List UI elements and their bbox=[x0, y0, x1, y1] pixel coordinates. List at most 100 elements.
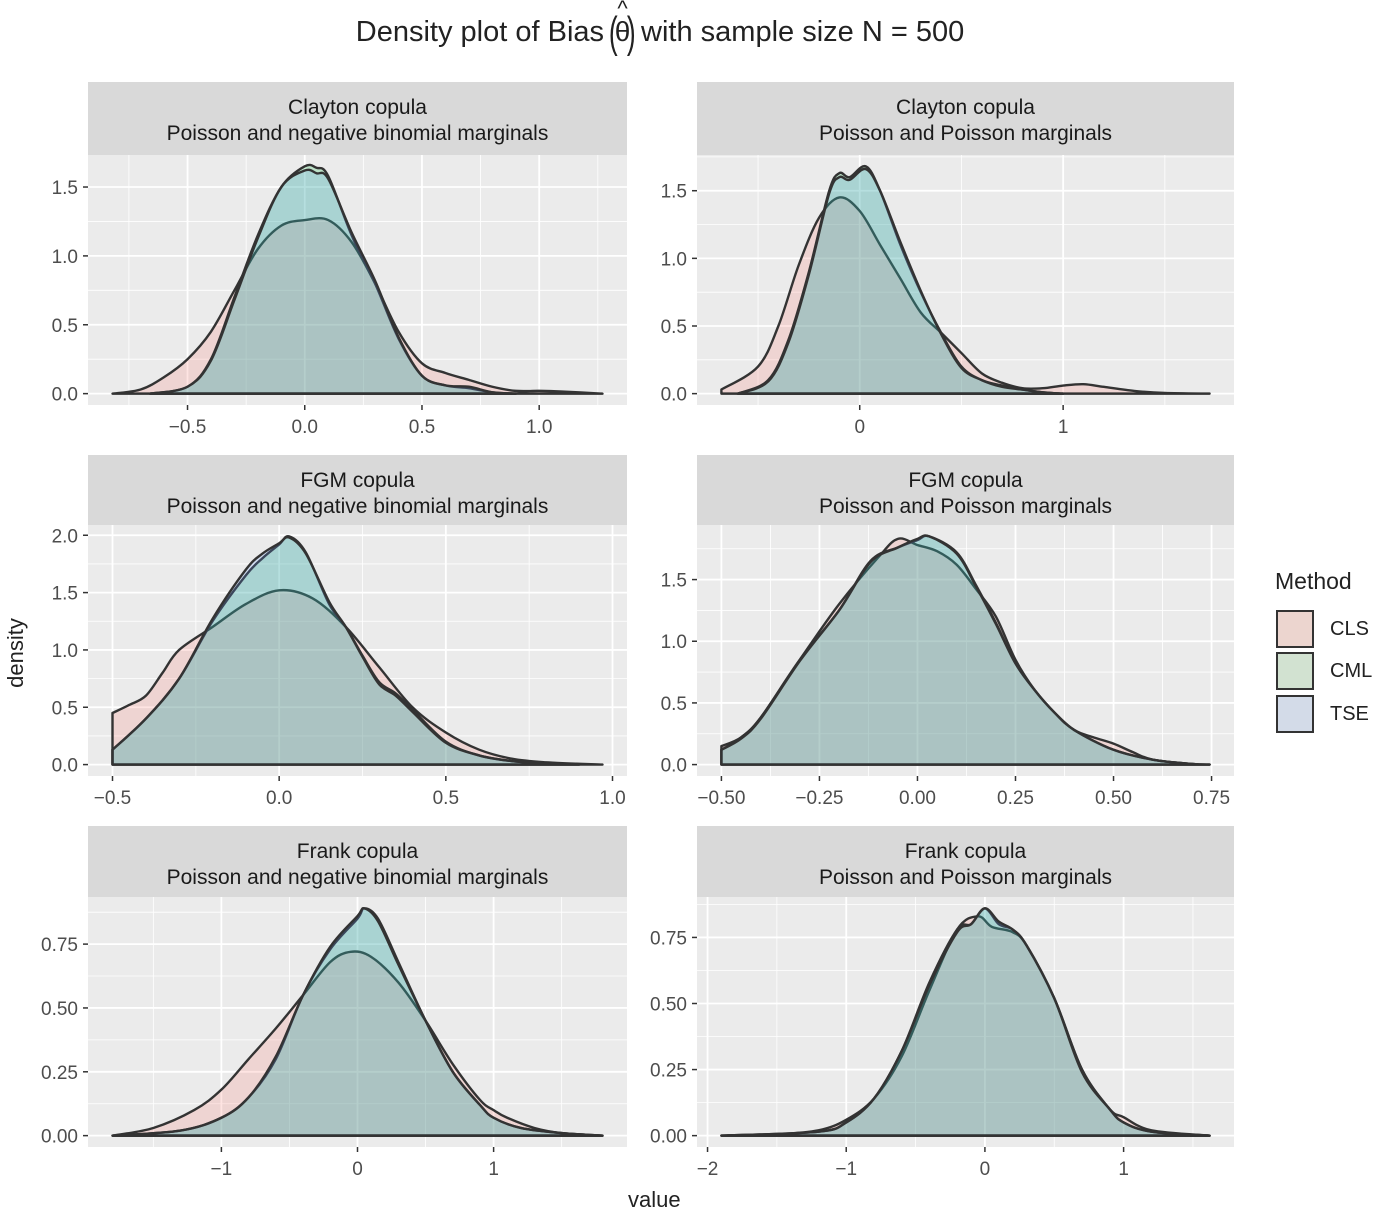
strip-label: Frank copula bbox=[905, 840, 1027, 863]
facet-strip bbox=[88, 455, 627, 525]
y-tick-label: 0.00 bbox=[41, 1127, 78, 1148]
y-tick-label: 0.75 bbox=[650, 928, 687, 949]
strip-label: Poisson and Poisson marginals bbox=[819, 866, 1112, 889]
title-suffix: with sample size N = 500 bbox=[641, 16, 965, 48]
legend-label-tse: TSE bbox=[1330, 703, 1369, 725]
panel-background bbox=[697, 897, 1234, 1147]
y-tick-label: 0.5 bbox=[661, 317, 687, 338]
strip-label: Poisson and negative binomial marginals bbox=[167, 866, 549, 889]
density-area-tse bbox=[148, 168, 517, 395]
y-tick-label: 0.25 bbox=[41, 1063, 78, 1084]
density-area-tse bbox=[720, 534, 1211, 766]
y-tick-label: 0.0 bbox=[661, 385, 687, 406]
x-tick-label: −2 bbox=[697, 1159, 719, 1180]
y-tick-label: 0.00 bbox=[650, 1127, 687, 1148]
strip-label: FGM copula bbox=[300, 469, 415, 492]
x-tick-label: −0.25 bbox=[795, 788, 843, 809]
x-tick-label: 0.0 bbox=[292, 417, 318, 438]
strip-label: Poisson and Poisson marginals bbox=[819, 495, 1112, 518]
legend-title: Method bbox=[1275, 568, 1352, 594]
y-tick-label: 0.5 bbox=[52, 316, 78, 337]
title-theta-hat: ^ θ bbox=[614, 0, 631, 48]
y-tick-label: 0.0 bbox=[52, 385, 78, 406]
title-hat: ^ bbox=[617, 0, 628, 21]
legend-item-tse: TSE bbox=[1276, 695, 1376, 735]
legend-key-tse bbox=[1276, 695, 1314, 733]
y-tick-label: 1.0 bbox=[52, 641, 78, 662]
strip-label: Clayton copula bbox=[288, 96, 427, 119]
y-tick-label: 0.50 bbox=[650, 995, 687, 1016]
legend-item-cml: CML bbox=[1276, 652, 1376, 692]
x-tick-label: 0.75 bbox=[1193, 788, 1230, 809]
density-area-tse bbox=[111, 536, 581, 766]
y-tick-label: 0.75 bbox=[41, 935, 78, 956]
x-tick-label: 0.25 bbox=[997, 788, 1034, 809]
y-tick-label: 0.50 bbox=[41, 999, 78, 1020]
facet-strip bbox=[697, 455, 1234, 525]
y-tick-label: 1.5 bbox=[661, 571, 687, 592]
y-tick-label: 0.5 bbox=[52, 698, 78, 719]
y-tick-label: 1.0 bbox=[661, 249, 687, 270]
x-tick-label: 0.0 bbox=[266, 788, 292, 809]
density-area-cls bbox=[111, 217, 604, 395]
x-tick-label: −0.5 bbox=[94, 788, 132, 809]
facet-strip bbox=[697, 826, 1234, 897]
strip-label: Poisson and negative binomial marginals bbox=[167, 495, 549, 518]
density-area-cls bbox=[720, 196, 1211, 395]
strip-label: Frank copula bbox=[297, 840, 419, 863]
x-tick-label: 1 bbox=[1118, 1159, 1129, 1180]
title-paren-open: ( bbox=[609, 8, 618, 57]
x-tick-label: 1 bbox=[488, 1159, 499, 1180]
legend-label-cml: CML bbox=[1330, 660, 1373, 682]
panel-background bbox=[88, 155, 627, 405]
y-tick-label: 1.0 bbox=[52, 247, 78, 268]
density-area-cls bbox=[111, 588, 604, 766]
density-area-tse bbox=[111, 907, 604, 1137]
x-tick-label: −0.5 bbox=[169, 417, 207, 438]
facet-strip bbox=[88, 826, 627, 897]
x-tick-label: 0.5 bbox=[409, 417, 435, 438]
y-tick-label: 0.0 bbox=[52, 756, 78, 777]
density-area-tse bbox=[736, 167, 1065, 395]
x-tick-label: 1.0 bbox=[599, 788, 625, 809]
facet-panel: FGM copula Poisson and negative binomial … bbox=[52, 455, 627, 809]
strip-label: FGM copula bbox=[908, 469, 1023, 492]
x-tick-label: 0.5 bbox=[433, 788, 459, 809]
legend-key-cml bbox=[1276, 652, 1314, 690]
legend-key-cls bbox=[1276, 610, 1314, 648]
density-area-cls bbox=[111, 950, 604, 1137]
x-tick-label: 1.0 bbox=[526, 417, 552, 438]
strip-label: Poisson and negative binomial marginals bbox=[167, 122, 549, 145]
y-tick-label: 2.0 bbox=[52, 526, 78, 547]
x-tick-label: 0.00 bbox=[899, 788, 936, 809]
chart-title: Density plot of Bias (^ θ) with sample si… bbox=[0, 0, 1320, 58]
facet-panel: Frank copula Poisson and negative binomia… bbox=[41, 826, 627, 1180]
x-tick-label: 1 bbox=[1058, 417, 1069, 438]
facet-panel: Clayton copula Poisson and negative binom… bbox=[52, 82, 627, 438]
facet-panel: FGM copula Poisson and Poisson marginals −… bbox=[661, 455, 1234, 809]
facet-panel: Frank copula Poisson and Poisson marginal… bbox=[650, 826, 1234, 1180]
x-axis-title: value bbox=[628, 1187, 681, 1212]
legend-item-cls: CLS bbox=[1276, 610, 1376, 650]
y-tick-label: 0.25 bbox=[650, 1061, 687, 1082]
y-tick-label: 0.0 bbox=[661, 756, 687, 777]
x-tick-label: 0 bbox=[352, 1159, 363, 1180]
x-tick-label: −1 bbox=[211, 1159, 233, 1180]
facet-strip bbox=[697, 82, 1234, 155]
facet-strip bbox=[88, 82, 627, 155]
legend-label-cls: CLS bbox=[1330, 618, 1369, 640]
x-tick-label: −1 bbox=[835, 1159, 857, 1180]
x-tick-label: 0 bbox=[980, 1159, 991, 1180]
y-tick-label: 1.0 bbox=[661, 632, 687, 653]
y-tick-label: 1.5 bbox=[661, 182, 687, 203]
x-tick-label: −0.50 bbox=[697, 788, 745, 809]
y-tick-label: 1.5 bbox=[52, 178, 78, 199]
title-theta: θ bbox=[614, 16, 631, 47]
y-tick-label: 0.5 bbox=[661, 694, 687, 715]
strip-label: Clayton copula bbox=[896, 96, 1035, 119]
y-axis-title: density bbox=[3, 618, 28, 688]
panel-background bbox=[697, 155, 1234, 405]
facet-panel: Clayton copula Poisson and Poisson margin… bbox=[661, 82, 1234, 438]
x-tick-label: 0 bbox=[854, 417, 865, 438]
